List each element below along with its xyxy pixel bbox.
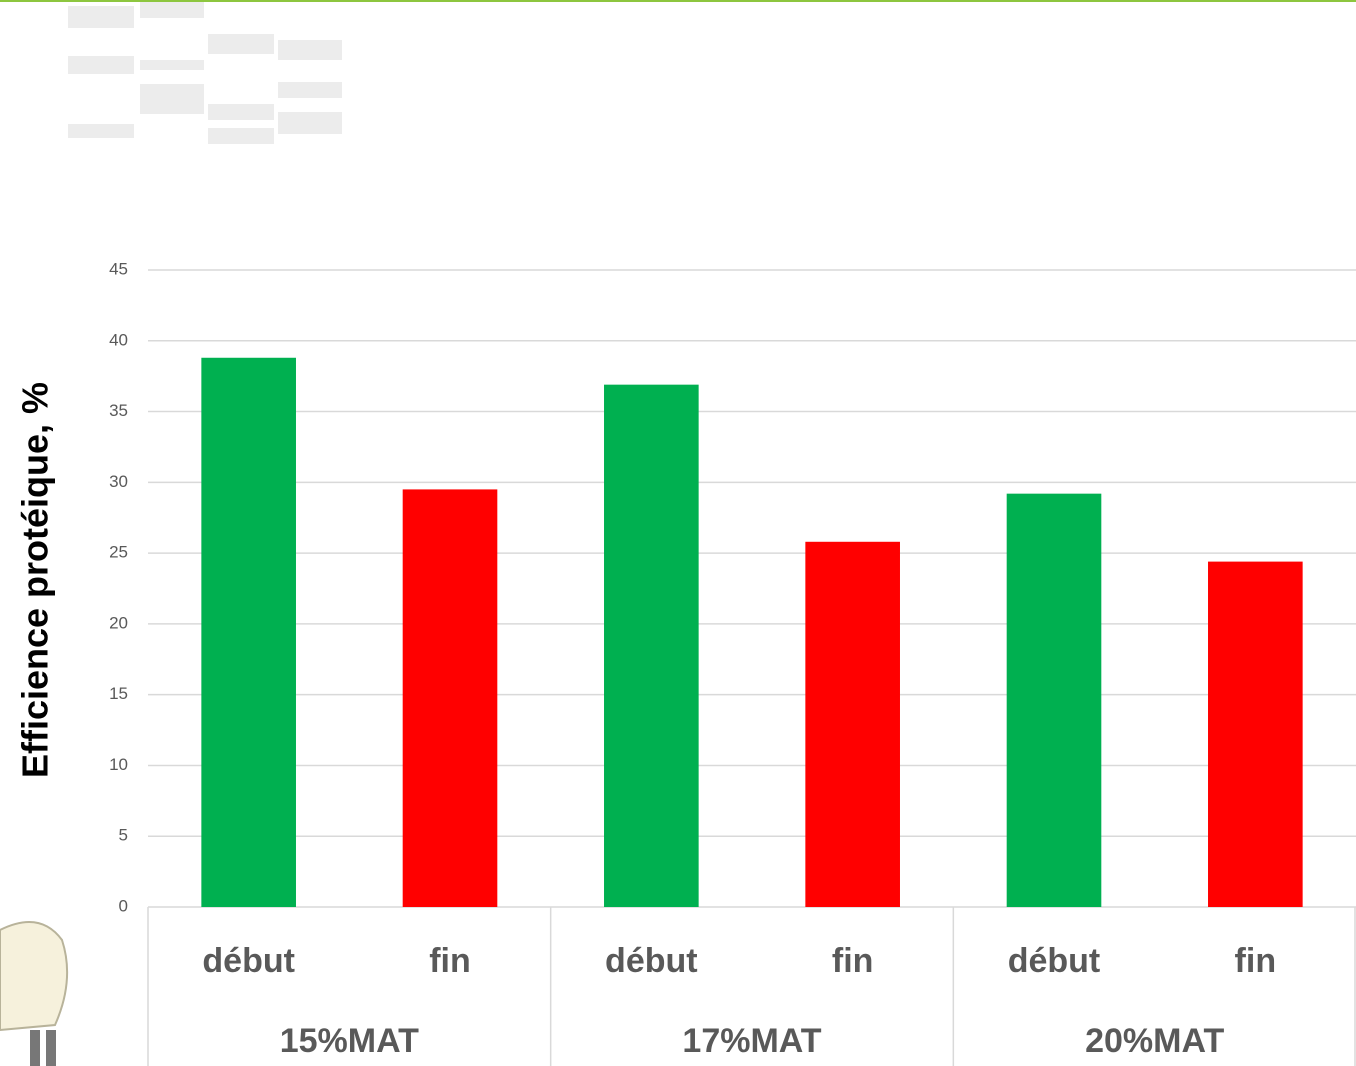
bar: [1006, 493, 1102, 907]
y-axis-title: Efficience protéique, %: [15, 382, 56, 778]
sheep-illustration: [0, 921, 69, 1066]
y-tick-label: 40: [109, 330, 128, 349]
faint-decoration: [68, 2, 342, 144]
y-tick-label: 25: [109, 543, 128, 562]
x-tick-label: fin: [429, 942, 471, 980]
bar: [1208, 561, 1303, 907]
y-tick-label: 15: [109, 684, 128, 703]
y-tick-label: 20: [109, 613, 128, 632]
x-tick-label: fin: [1235, 942, 1277, 980]
y-tick-label: 10: [109, 755, 128, 774]
bar: [604, 384, 699, 907]
x-tick-label: début: [605, 942, 698, 980]
y-tick-label: 45: [109, 259, 128, 278]
x-tick-label: fin: [832, 942, 874, 980]
y-tick-label: 0: [119, 896, 128, 915]
bar: [201, 357, 296, 908]
group-label: 20%MAT: [1085, 1022, 1224, 1060]
x-tick-label: début: [202, 942, 295, 980]
y-tick-label: 5: [119, 826, 128, 845]
x-tick-label: début: [1008, 942, 1101, 980]
bar: [805, 541, 900, 907]
group-label: 17%MAT: [682, 1022, 821, 1060]
bar: [402, 489, 498, 907]
y-tick-label: 30: [109, 472, 128, 491]
y-tick-label: 35: [109, 401, 128, 420]
group-label: 15%MAT: [280, 1022, 419, 1060]
